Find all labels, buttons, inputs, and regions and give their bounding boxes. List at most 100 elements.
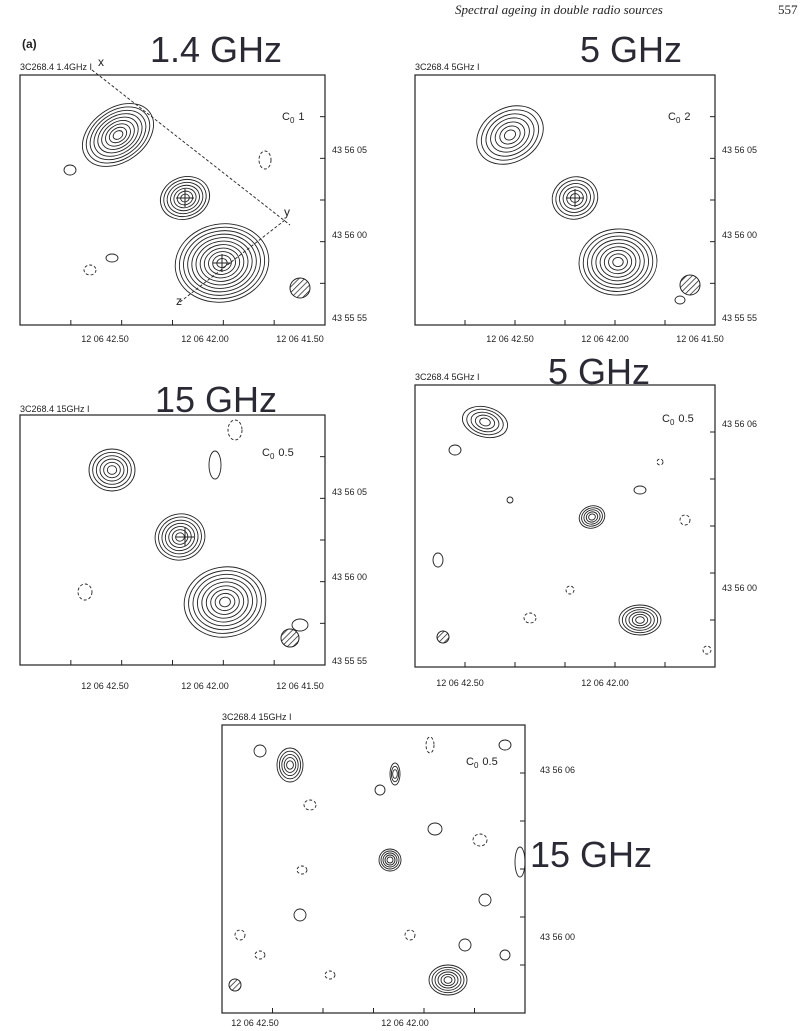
- contour: [585, 511, 599, 523]
- contour-level: C0 2: [668, 111, 691, 125]
- beam: [436, 630, 450, 644]
- noise-contour: [478, 893, 492, 907]
- contour: [175, 532, 185, 542]
- noise-contour: [514, 846, 526, 878]
- contour: [582, 232, 654, 292]
- contour: [276, 747, 304, 783]
- dec-tick-label: 43 56 06: [540, 765, 575, 775]
- ra-tick-label: 12 06 42.50: [231, 1018, 279, 1028]
- map-frame: [19, 74, 326, 326]
- page-number: 557: [778, 2, 798, 17]
- frequency-label: 15 GHz: [530, 834, 652, 875]
- contour-symbol: C: [282, 111, 290, 123]
- contour: [82, 103, 154, 167]
- noise-contour: [227, 419, 243, 441]
- contour: [503, 129, 517, 141]
- contour-value: 0.5: [278, 447, 293, 459]
- contour: [587, 235, 649, 289]
- noise-contour: [105, 253, 119, 263]
- ra-tick-label: 12 06 41.50: [276, 334, 324, 344]
- dec-tick-label: 43 56 00: [540, 932, 575, 942]
- noise-contour: [254, 950, 266, 960]
- contour: [628, 611, 652, 629]
- contour: [164, 522, 196, 552]
- ra-tick-label: 12 06 42.00: [581, 334, 629, 344]
- noise-contour: [472, 833, 488, 847]
- contour: [205, 585, 245, 619]
- contour: [437, 971, 459, 989]
- contour: [191, 237, 253, 289]
- contour: [216, 258, 228, 268]
- contour: [470, 411, 500, 433]
- noise-contour: [63, 164, 77, 176]
- beam: [280, 628, 300, 648]
- contour: [199, 244, 245, 282]
- contour: [170, 184, 200, 212]
- noise-contour: [425, 736, 435, 754]
- contour: [431, 966, 465, 994]
- frequency-label: 5 GHz: [580, 29, 682, 70]
- contour: [581, 507, 603, 527]
- contour: [621, 606, 659, 634]
- contour: [382, 852, 398, 868]
- contour-symbol: C: [466, 756, 474, 768]
- dec-tick-label: 43 56 00: [332, 572, 367, 582]
- dec-tick-label: 43 56 05: [332, 145, 367, 155]
- contour: [386, 856, 394, 864]
- contour: [380, 850, 400, 870]
- contour: [480, 109, 540, 161]
- contour: [461, 405, 509, 439]
- contour: [159, 176, 211, 220]
- contour: [183, 566, 267, 638]
- contour: [440, 973, 456, 987]
- map-caption: 3C268.4 15GHz I: [20, 404, 90, 414]
- contour: [595, 242, 641, 282]
- noise-contour: [208, 450, 222, 480]
- noise-contour: [296, 865, 308, 875]
- noise-contour: [499, 949, 511, 961]
- contour: [566, 189, 584, 207]
- contour: [188, 570, 262, 634]
- contour: [631, 613, 649, 627]
- dec-tick-label: 43 56 00: [722, 230, 757, 240]
- contour: [562, 186, 588, 210]
- profile-marker: z: [176, 294, 182, 308]
- noise-contour: [253, 744, 267, 758]
- contour: [479, 417, 491, 427]
- dec-tick-label: 43 56 06: [722, 419, 757, 429]
- noise-contour: [656, 458, 664, 466]
- contour: [499, 125, 521, 145]
- contour: [97, 116, 139, 154]
- noise-contour: [293, 908, 307, 922]
- contour-value: 0.5: [482, 756, 497, 768]
- contour: [625, 609, 655, 631]
- contour-subscript: 0: [270, 452, 275, 461]
- contour: [214, 592, 236, 612]
- contour: [173, 187, 197, 209]
- contour: [88, 448, 136, 492]
- contour: [635, 616, 645, 624]
- ra-tick-label: 12 06 42.00: [581, 678, 629, 688]
- contour: [89, 109, 147, 161]
- profile-marker: x: [98, 55, 104, 69]
- contour: [384, 854, 396, 866]
- contour: [283, 757, 297, 773]
- contour: [569, 193, 581, 203]
- contour: [171, 529, 189, 545]
- noise-contour: [258, 150, 272, 170]
- noise-contour: [679, 514, 691, 526]
- figure-label: (a): [22, 37, 37, 51]
- profile-marker: y: [284, 205, 290, 219]
- dec-tick-label: 43 56 05: [722, 145, 757, 155]
- contour: [591, 239, 645, 285]
- contour: [378, 848, 402, 872]
- noise-contour: [506, 496, 514, 504]
- contour: [618, 604, 662, 636]
- dec-tick-label: 43 55 55: [332, 656, 367, 666]
- profile-line: [91, 69, 291, 226]
- noise-contour: [458, 938, 472, 952]
- contour: [583, 509, 601, 525]
- contour: [551, 176, 599, 220]
- contour: [219, 596, 231, 608]
- map-caption: 3C268.4 5GHz I: [415, 372, 480, 382]
